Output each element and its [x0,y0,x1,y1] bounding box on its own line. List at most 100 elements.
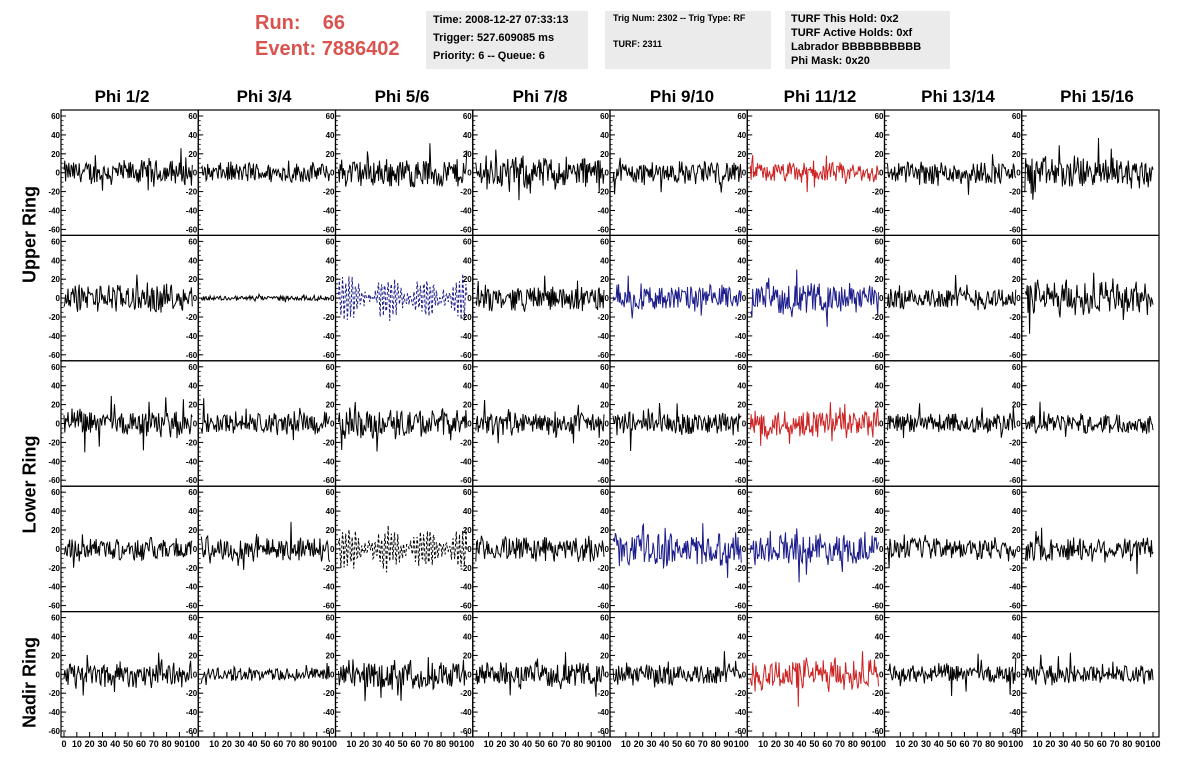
y-tick-label: 60 [51,614,60,623]
y-tick-label: 40 [326,131,335,140]
column-label-phi-1-2: Phi 1/2 [94,87,150,106]
y-tick-label: 20 [1012,150,1021,159]
x-tick-label: 10 [895,739,905,749]
y-tick-label: 0 [879,670,884,679]
y-tick-label: -40 [48,583,60,592]
y-tick-label: 0 [605,420,610,429]
y-tick-label: 20 [875,401,884,410]
y-tick-label: -20 [48,438,60,447]
x-tick-label: 50 [260,739,270,749]
waveform-series [63,652,193,696]
y-tick-label: 40 [600,131,609,140]
y-tick-label: 0 [467,169,472,178]
y-tick-label: 40 [737,256,746,265]
waveform-series [612,402,742,452]
y-tick-label: 60 [1012,237,1021,246]
y-tick-label: -20 [323,564,335,573]
y-tick-label: 60 [188,614,197,623]
y-tick-label: -60 [186,727,198,736]
y-tick-label: 0 [56,545,61,554]
x-tick-label: 50 [123,739,133,749]
x-tick-label: 70 [972,739,982,749]
y-tick-label: 20 [463,401,472,410]
y-tick-label: 20 [875,526,884,535]
y-tick-label: -20 [460,689,472,698]
y-tick-label: -20 [186,564,198,573]
x-tick-label: 50 [1084,739,1094,749]
x-tick-label: 10 [346,739,356,749]
y-tick-label: 60 [600,237,609,246]
y-tick-label: -60 [48,727,60,736]
y-tick-label: 40 [737,382,746,391]
waveform-series [749,402,879,446]
y-tick-label: 0 [1016,545,1021,554]
y-tick-label: -20 [735,564,747,573]
y-tick-label: -40 [186,457,198,466]
y-tick-label: 40 [463,131,472,140]
y-tick-label: 20 [1012,275,1021,284]
y-tick-label: -20 [48,188,60,197]
y-tick-label: 60 [463,363,472,372]
y-tick-label: -60 [186,602,198,611]
y-tick-label: 60 [51,237,60,246]
y-tick-label: 40 [737,507,746,516]
y-tick-label: 0 [330,545,335,554]
x-tick-label: 70 [698,739,708,749]
waveform-series [1024,272,1154,334]
x-tick-label: 90 [312,739,322,749]
waveform-series [338,657,468,702]
y-tick-label: 0 [193,294,198,303]
y-tick-label: 20 [188,150,197,159]
y-tick-label: 0 [879,420,884,429]
y-tick-label: -20 [460,564,472,573]
y-tick-label: 0 [56,670,61,679]
x-tick-label: 40 [385,739,395,749]
column-label-phi-5-6: Phi 5/6 [374,87,430,106]
y-tick-label: -40 [186,708,198,717]
y-tick-label: -40 [48,207,60,216]
x-tick-label: 90 [1135,739,1145,749]
y-tick-label: 40 [326,382,335,391]
x-tick-label: 40 [659,739,669,749]
priority-text: Priority: 6 -- Queue: 6 [433,50,545,62]
waveform-series [1024,401,1154,437]
y-tick-label: 0 [605,169,610,178]
y-tick-label: 60 [326,112,335,121]
x-tick-label: 10 [484,739,494,749]
x-tick-label: 30 [509,739,519,749]
y-tick-label: -60 [872,476,884,485]
y-tick-label: -40 [735,583,747,592]
y-tick-label: 0 [742,670,747,679]
y-tick-label: 0 [467,670,472,679]
x-tick-label: 20 [634,739,644,749]
x-tick-label: 80 [711,739,721,749]
y-tick-label: -60 [460,476,472,485]
x-tick-label: 10 [1033,739,1043,749]
waveform-series [338,143,468,188]
y-tick-label: 40 [875,507,884,516]
y-tick-label: 40 [188,131,197,140]
y-tick-label: 20 [600,526,609,535]
y-tick-label: 0 [605,670,610,679]
run-row: Run: 66 [255,10,400,36]
y-tick-label: 0 [1016,420,1021,429]
x-tick-label: 80 [436,739,446,749]
event-value: 7886402 [321,38,400,60]
y-tick-label: -40 [186,332,198,341]
x-tick-label: 100 [1145,739,1160,749]
y-tick-label: 40 [463,633,472,642]
x-tick-label: 80 [1122,739,1132,749]
x-tick-label: 60 [136,739,146,749]
x-tick-label: 80 [848,739,858,749]
x-tick-label: 90 [174,739,184,749]
y-tick-label: -20 [186,438,198,447]
y-tick-label: -60 [735,225,747,234]
y-tick-label: -40 [872,207,884,216]
y-tick-label: -60 [735,727,747,736]
waveform-series [63,148,193,191]
waveform-series [887,154,1017,195]
y-tick-label: -60 [597,727,609,736]
y-tick-label: 20 [1012,401,1021,410]
y-tick-label: -60 [186,351,198,360]
y-tick-label: -20 [48,564,60,573]
